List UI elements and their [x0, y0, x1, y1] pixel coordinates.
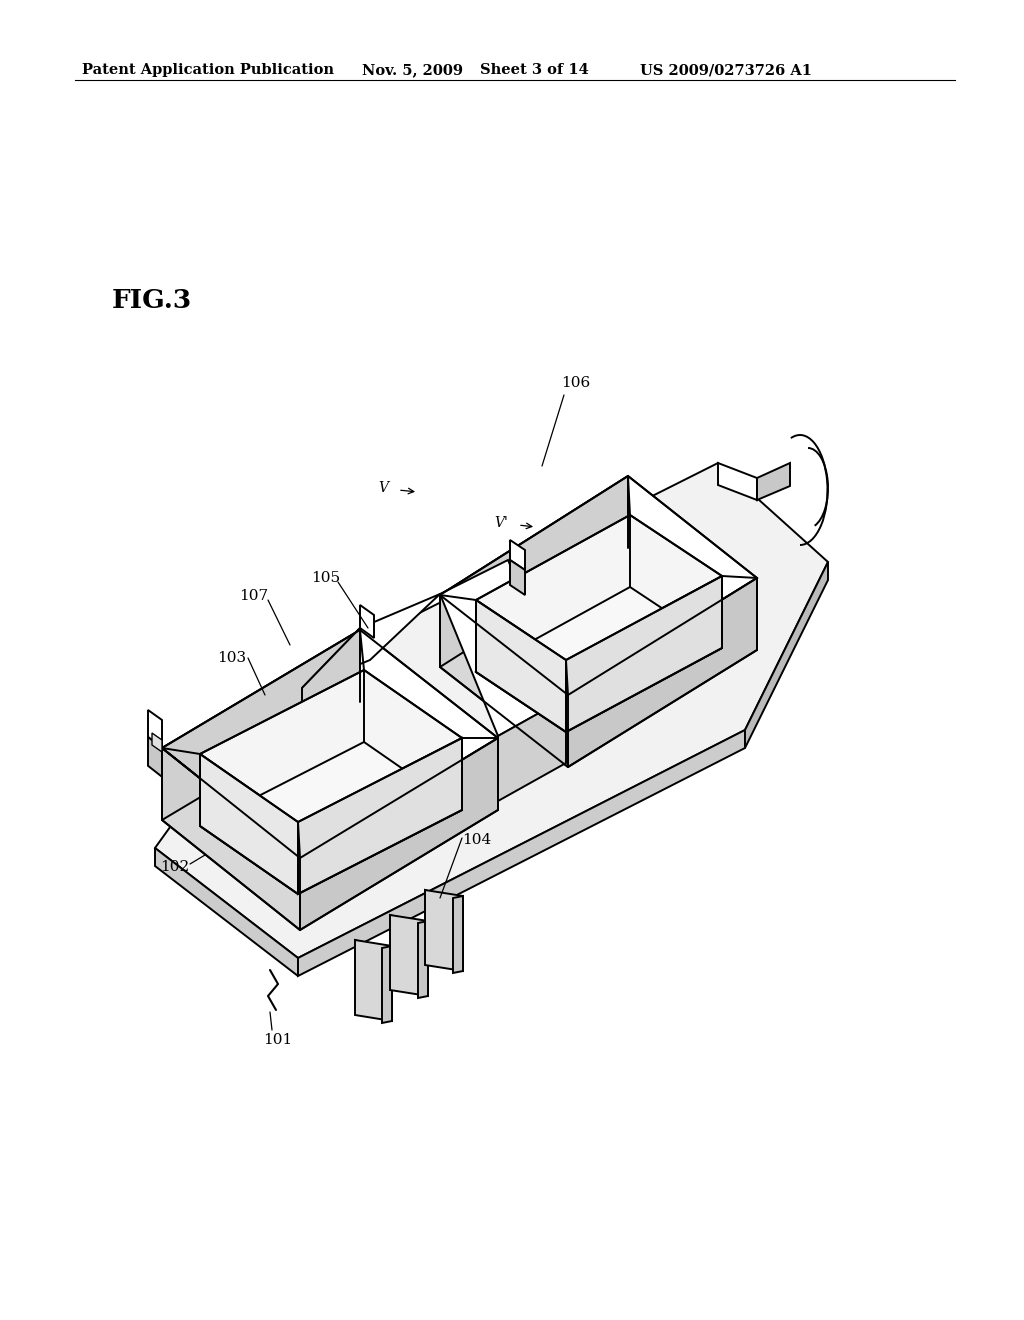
- Text: Patent Application Publication: Patent Application Publication: [82, 63, 334, 77]
- Polygon shape: [155, 463, 828, 958]
- Polygon shape: [425, 890, 463, 972]
- Text: 103: 103: [217, 651, 247, 665]
- Polygon shape: [155, 847, 298, 975]
- Text: US 2009/0273726 A1: US 2009/0273726 A1: [640, 63, 812, 77]
- Polygon shape: [498, 698, 566, 801]
- Text: Nov. 5, 2009: Nov. 5, 2009: [362, 63, 463, 77]
- Polygon shape: [162, 748, 300, 931]
- Polygon shape: [568, 578, 757, 767]
- Polygon shape: [200, 671, 462, 822]
- Text: 106: 106: [561, 376, 591, 389]
- Text: V: V: [378, 480, 388, 495]
- Polygon shape: [162, 748, 300, 858]
- Text: 105: 105: [311, 572, 341, 585]
- Polygon shape: [298, 730, 745, 975]
- Polygon shape: [476, 601, 566, 733]
- Polygon shape: [200, 754, 298, 894]
- Polygon shape: [510, 560, 525, 595]
- Text: FIG.3: FIG.3: [112, 288, 193, 313]
- Polygon shape: [355, 940, 382, 952]
- Text: 104: 104: [463, 833, 492, 847]
- Polygon shape: [148, 710, 162, 748]
- Polygon shape: [148, 737, 162, 776]
- Text: 102: 102: [161, 861, 189, 874]
- Polygon shape: [382, 946, 392, 1023]
- Polygon shape: [300, 738, 498, 931]
- Polygon shape: [425, 890, 453, 902]
- Polygon shape: [390, 915, 418, 927]
- Polygon shape: [390, 915, 428, 997]
- Text: 107: 107: [240, 589, 268, 603]
- Polygon shape: [476, 515, 722, 660]
- Polygon shape: [440, 477, 757, 696]
- Polygon shape: [566, 576, 722, 733]
- Polygon shape: [302, 628, 360, 752]
- Text: 101: 101: [263, 1034, 293, 1047]
- Text: V': V': [495, 516, 508, 531]
- Polygon shape: [200, 742, 462, 894]
- Polygon shape: [745, 562, 828, 748]
- Polygon shape: [440, 477, 628, 667]
- Polygon shape: [302, 594, 440, 688]
- Polygon shape: [418, 921, 428, 998]
- Polygon shape: [162, 630, 498, 858]
- Polygon shape: [355, 940, 392, 1020]
- Polygon shape: [298, 738, 462, 894]
- Polygon shape: [360, 605, 374, 638]
- Text: Sheet 3 of 14: Sheet 3 of 14: [480, 63, 589, 77]
- Polygon shape: [510, 540, 525, 570]
- Polygon shape: [440, 595, 568, 767]
- Polygon shape: [453, 896, 463, 973]
- Polygon shape: [718, 463, 757, 500]
- Polygon shape: [440, 560, 566, 737]
- Polygon shape: [162, 630, 360, 820]
- Polygon shape: [757, 463, 790, 500]
- Polygon shape: [476, 587, 722, 733]
- Polygon shape: [152, 733, 162, 752]
